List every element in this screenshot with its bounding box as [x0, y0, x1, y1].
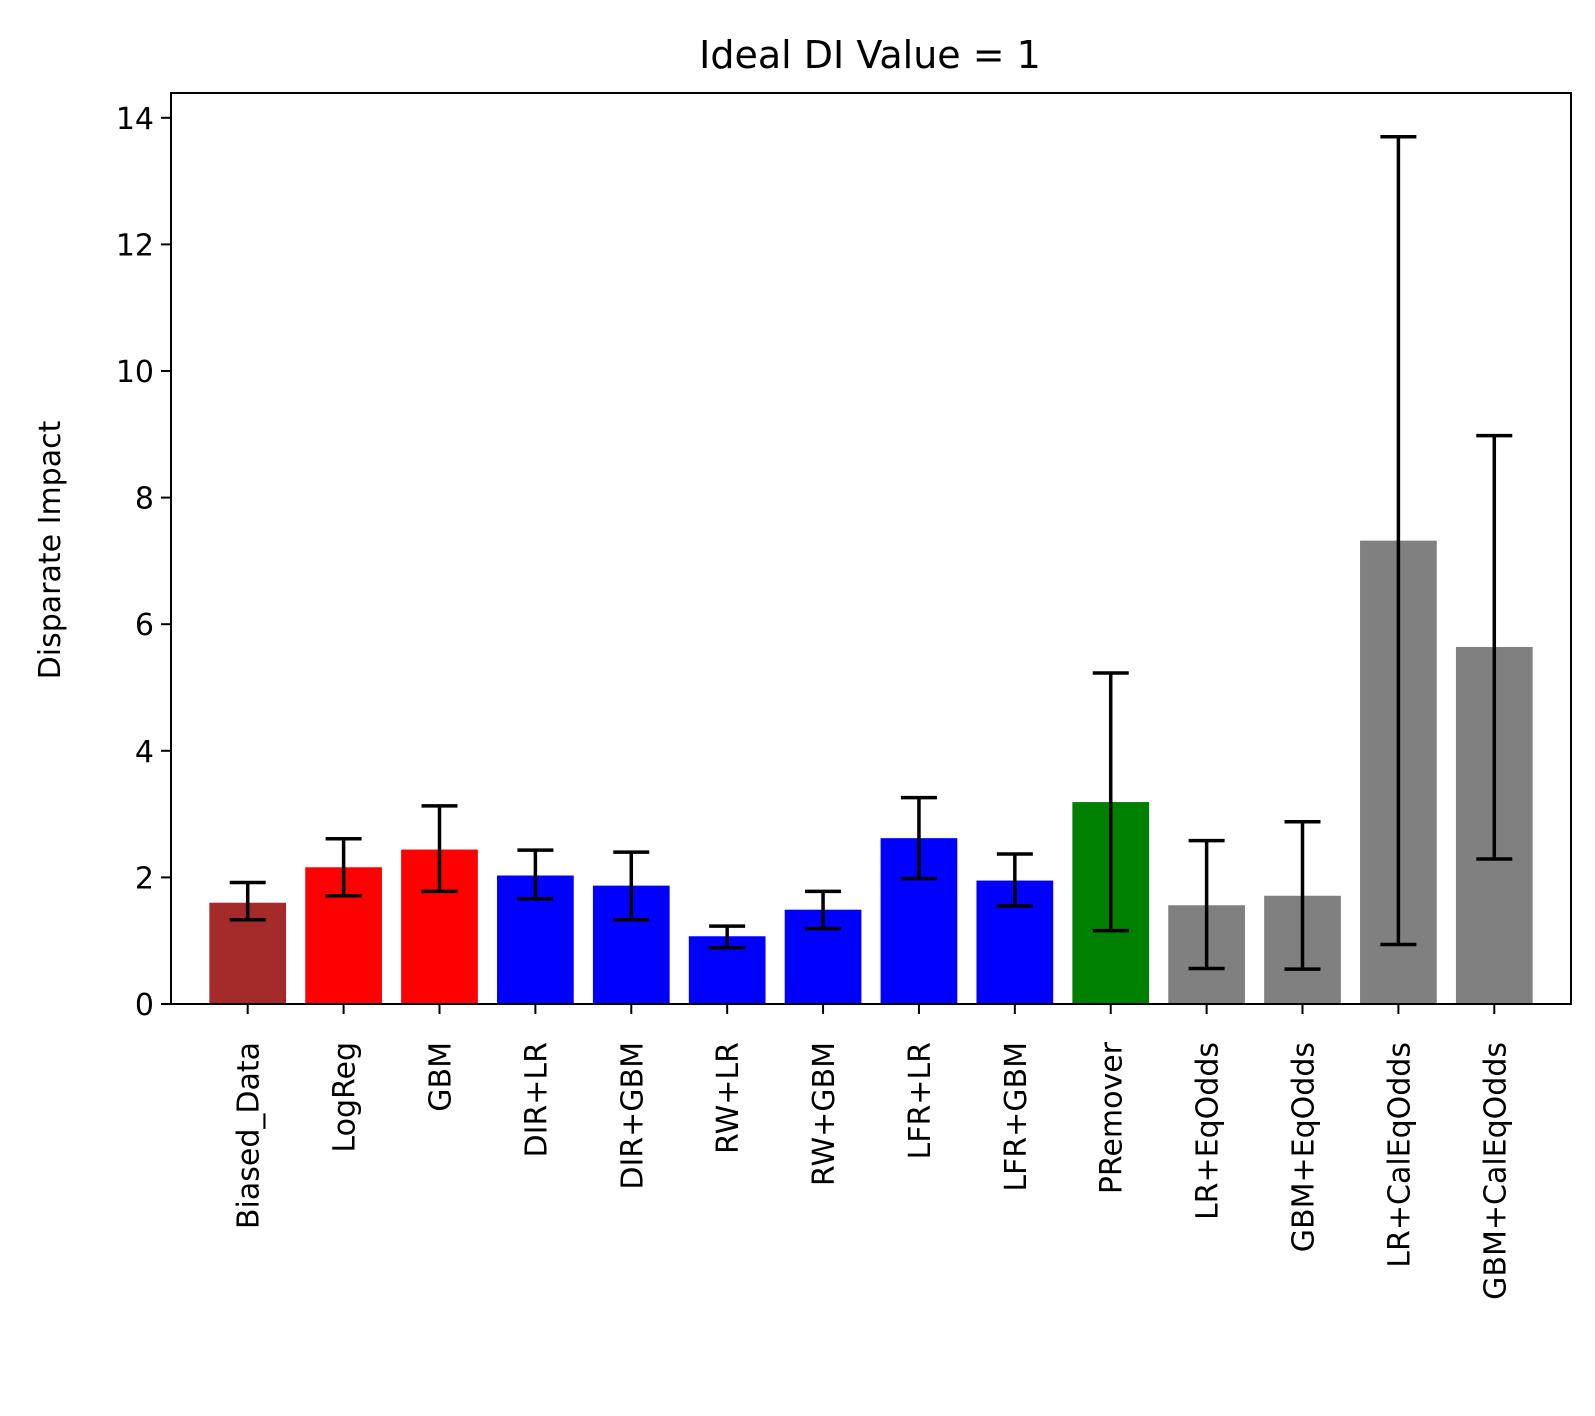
x-tick-label: DIR+GBM — [615, 1042, 650, 1190]
x-tick-label: DIR+LR — [519, 1042, 554, 1158]
error-bar-rw+lr — [709, 924, 746, 950]
y-tick-label: 12 — [116, 228, 154, 263]
error-bar-lr+eqodds — [1188, 838, 1225, 971]
x-tick-label: LFR+GBM — [999, 1042, 1034, 1192]
x-tick-label: Biased_Data — [232, 1042, 267, 1229]
x-tick-label: LR+CalEqOdds — [1382, 1042, 1417, 1268]
error-bar-rw+gbm — [805, 889, 842, 931]
error-bars-group — [229, 135, 1513, 971]
x-tick-label: RW+LR — [711, 1042, 746, 1154]
y-tick-label: 0 — [135, 988, 154, 1023]
x-tick-label: LFR+LR — [903, 1042, 938, 1160]
plot-frame — [170, 92, 1572, 1005]
chart-title: Ideal DI Value = 1 — [699, 33, 1041, 77]
y-tick-label: 4 — [135, 735, 154, 770]
x-tick-label: PRemover — [1095, 1041, 1130, 1194]
error-bar-gbm+caleqodds — [1476, 433, 1513, 861]
error-bar-dir+lr — [517, 848, 554, 901]
y-axis-ticks: 0 2 4 6 8 10 12 14 — [116, 102, 171, 1023]
y-tick-label: 14 — [116, 102, 154, 137]
bars-group — [209, 540, 1533, 1004]
x-tick-label: LogReg — [328, 1042, 363, 1153]
x-tick-label: GBM+CalEqOdds — [1478, 1042, 1513, 1300]
error-bar-gbm — [421, 804, 458, 894]
error-bar-biased_data — [229, 880, 266, 922]
y-tick-label: 8 — [135, 482, 154, 517]
error-bar-logreg — [325, 837, 362, 898]
x-tick-label: RW+GBM — [807, 1042, 842, 1186]
error-bar-lr+caleqodds — [1380, 135, 1417, 947]
x-tick-label: LR+EqOdds — [1191, 1042, 1226, 1220]
x-tick-label: GBM — [423, 1042, 458, 1112]
y-axis-label: Disparate Impact — [33, 420, 68, 679]
x-axis-ticks: Biased_Data LogReg GBM DIR+LR DIR+GBM RW+LR RW… — [232, 1004, 1513, 1300]
y-tick-label: 10 — [116, 355, 154, 390]
error-bar-lfr+gbm — [996, 852, 1033, 908]
y-tick-label: 6 — [135, 608, 154, 643]
error-bar-lfr+lr — [900, 795, 937, 881]
x-tick-label: GBM+EqOdds — [1287, 1042, 1322, 1252]
error-bar-premover — [1092, 671, 1129, 933]
y-tick-label: 2 — [135, 861, 154, 896]
error-bar-dir+gbm — [613, 850, 650, 922]
error-bar-gbm+eqodds — [1284, 819, 1321, 971]
